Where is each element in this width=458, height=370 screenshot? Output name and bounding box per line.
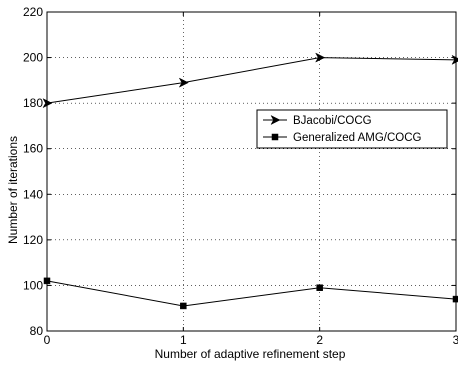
legend-marker-0 xyxy=(270,114,281,126)
y-tick-label-180: 180 xyxy=(23,96,43,110)
x-tick-label-0: 0 xyxy=(44,333,51,347)
plot-frame xyxy=(46,11,457,332)
x-axis-label: Number of adaptive refinement step xyxy=(155,347,346,361)
y-tick-label-220: 220 xyxy=(23,5,43,19)
series-line-0 xyxy=(46,57,457,104)
axes-layer: 0 1 2 3 80 100 120 140 160 180 200 220 xyxy=(23,5,458,347)
series-0-point-1 xyxy=(178,77,189,88)
series-0-point-3 xyxy=(451,54,458,65)
y-tick-label-120: 120 xyxy=(23,233,43,247)
series-1-point-2 xyxy=(316,284,323,291)
series-0-point-2 xyxy=(315,52,326,63)
series-1-point-0 xyxy=(43,277,51,285)
series-layer xyxy=(42,52,458,310)
y-tick-label-100: 100 xyxy=(23,278,43,292)
y-tick-label-160: 160 xyxy=(23,142,43,156)
y-tick-label-200: 200 xyxy=(23,51,43,65)
grid-layer xyxy=(47,12,456,331)
y-tick-label-80: 80 xyxy=(30,324,44,338)
y-axis-label: Number of iterations xyxy=(6,136,20,244)
series-1-point-3 xyxy=(452,295,458,303)
series-0-point-0 xyxy=(42,98,53,109)
legend-box xyxy=(256,109,448,149)
x-tick-label-1: 1 xyxy=(180,333,187,347)
legend-marker-1 xyxy=(271,133,279,141)
series-1-point-1 xyxy=(180,302,187,310)
x-tick-label-2: 2 xyxy=(316,333,323,347)
x-tick-label-3: 3 xyxy=(453,333,458,347)
legend: BJacobi/COCG Generalized AMG/COCG xyxy=(256,109,448,149)
series-line-1 xyxy=(46,280,457,307)
y-tick-label-140: 140 xyxy=(23,187,43,201)
legend-label-0: BJacobi/COCG xyxy=(293,115,372,127)
legend-label-1: Generalized AMG/COCG xyxy=(293,132,422,144)
